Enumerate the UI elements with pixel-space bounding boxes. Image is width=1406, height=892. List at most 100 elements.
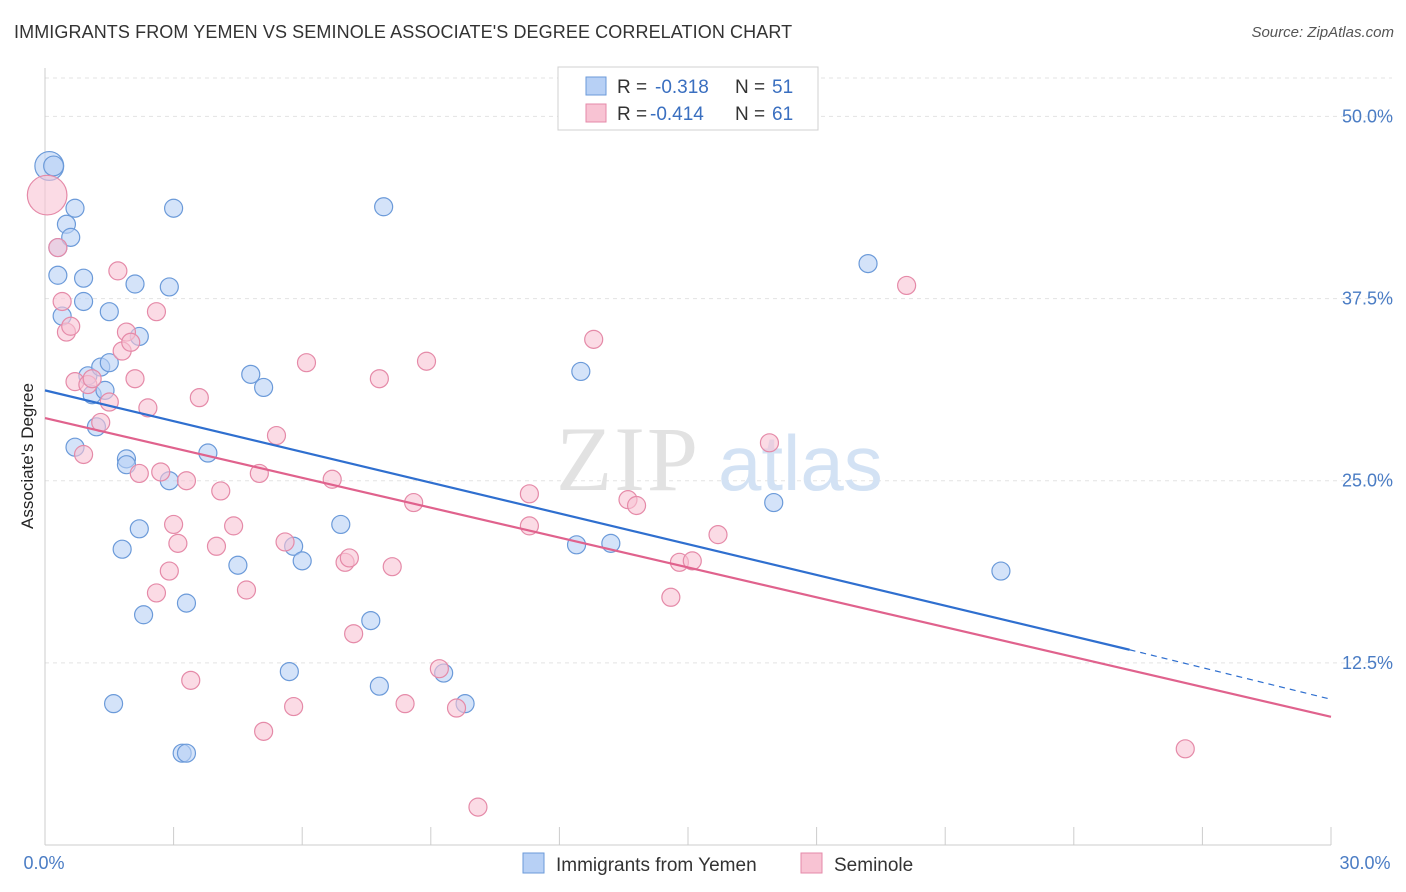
seminole-point-1 bbox=[48, 237, 68, 258]
seminole-point-22 bbox=[164, 514, 184, 535]
yemen-point-25 bbox=[133, 605, 154, 625]
seminole-point-27 bbox=[206, 536, 227, 556]
seminole-point-6 bbox=[73, 444, 94, 465]
chart-title: IMMIGRANTS FROM YEMEN VS SEMINOLE ASSOCI… bbox=[14, 22, 793, 42]
y-tick-label-50: 50.0% bbox=[1342, 106, 1393, 126]
seminole-point-25 bbox=[181, 670, 201, 690]
watermark-atlas: atlas bbox=[718, 419, 883, 507]
trend-line-yemen bbox=[44, 389, 1130, 651]
y-axis-label: Associate's Degree bbox=[18, 383, 37, 529]
yemen-point-36 bbox=[279, 661, 299, 682]
legend-r-value-1: -0.318 bbox=[655, 77, 709, 98]
bottom-legend-label-seminole: Seminole bbox=[834, 855, 913, 876]
seminole-point-46 bbox=[429, 659, 449, 679]
legend-r-label-2: R = bbox=[617, 104, 647, 125]
seminole-point-2 bbox=[52, 291, 72, 312]
seminole-point-29 bbox=[224, 516, 244, 536]
yemen-point-7 bbox=[65, 198, 85, 218]
yemen-point-30 bbox=[176, 593, 197, 613]
bottom-legend-label-yemen: Immigrants from Yemen bbox=[556, 855, 757, 876]
yemen-point-50 bbox=[991, 561, 1011, 581]
seminole-point-0 bbox=[26, 174, 68, 216]
series-seminole-points bbox=[26, 174, 1195, 817]
yemen-point-40 bbox=[361, 610, 381, 631]
seminole-point-28 bbox=[211, 481, 231, 501]
source-label: Source: ZipAtlas.com bbox=[1251, 24, 1394, 41]
seminole-point-16 bbox=[129, 463, 149, 484]
seminole-point-58 bbox=[759, 433, 780, 453]
yemen-point-6 bbox=[61, 227, 81, 247]
legend-n-value-2: 61 bbox=[772, 104, 793, 125]
seminole-point-51 bbox=[584, 329, 604, 349]
watermark: ZIP atlas bbox=[556, 408, 883, 510]
yemen-point-26 bbox=[159, 277, 179, 297]
seminole-point-26 bbox=[189, 388, 209, 408]
seminole-point-21 bbox=[159, 561, 179, 581]
seminole-point-19 bbox=[146, 583, 167, 603]
yemen-point-32 bbox=[198, 443, 218, 463]
seminole-point-53 bbox=[626, 495, 647, 516]
yemen-point-10 bbox=[73, 291, 94, 312]
legend-swatch-seminole bbox=[585, 103, 607, 123]
yemen-point-16 bbox=[99, 353, 119, 373]
seminole-point-8 bbox=[82, 369, 102, 389]
seminole-point-24 bbox=[176, 471, 197, 491]
seminole-point-18 bbox=[146, 302, 167, 322]
trend-line-yemen-extension bbox=[1129, 649, 1332, 700]
seminole-point-14 bbox=[121, 332, 141, 352]
seminole-point-60 bbox=[1175, 739, 1195, 759]
seminole-point-20 bbox=[151, 462, 171, 482]
y-tick-labels: 12.5% 25.0% 37.5% 50.0% bbox=[1342, 106, 1393, 672]
yemen-point-42 bbox=[374, 197, 394, 217]
seminole-point-39 bbox=[339, 548, 359, 568]
yemen-point-41 bbox=[369, 676, 389, 696]
yemen-point-33 bbox=[228, 555, 248, 575]
bottom-legend-swatch-seminole bbox=[800, 852, 823, 874]
y-tick-label-25: 25.0% bbox=[1342, 471, 1393, 491]
yemen-point-28 bbox=[164, 198, 184, 218]
yemen-point-35 bbox=[254, 377, 274, 398]
seminole-point-34 bbox=[275, 532, 295, 552]
yemen-point-48 bbox=[764, 492, 784, 513]
seminole-point-33 bbox=[266, 425, 287, 446]
yemen-point-45 bbox=[566, 535, 587, 555]
x-tick-label-min: 0.0% bbox=[23, 853, 64, 873]
y-tick-label-12.5: 12.5% bbox=[1342, 653, 1393, 673]
seminole-point-48 bbox=[468, 797, 488, 817]
seminole-point-15 bbox=[125, 369, 145, 389]
yemen-point-9 bbox=[73, 268, 94, 288]
yemen-point-22 bbox=[125, 274, 145, 294]
yemen-point-46 bbox=[571, 361, 591, 382]
yemen-point-18 bbox=[103, 694, 124, 714]
x-ticks bbox=[44, 827, 1332, 845]
yemen-point-49 bbox=[858, 254, 878, 274]
trend-lines bbox=[44, 389, 1332, 718]
yemen-point-34 bbox=[241, 364, 261, 384]
yemen-point-23 bbox=[129, 519, 149, 539]
x-tick-label-max: 30.0% bbox=[1339, 853, 1390, 873]
yemen-point-19 bbox=[112, 539, 132, 559]
seminole-point-35 bbox=[284, 696, 304, 717]
seminole-point-59 bbox=[897, 275, 917, 296]
seminole-point-17 bbox=[138, 398, 158, 418]
y-tick-label-37.5: 37.5% bbox=[1342, 289, 1393, 309]
seminole-point-45 bbox=[416, 351, 437, 371]
legend-n-value-1: 51 bbox=[772, 77, 793, 98]
seminole-point-40 bbox=[344, 624, 364, 644]
yemen-point-17 bbox=[99, 302, 119, 322]
yemen-point-31 bbox=[176, 743, 197, 763]
seminole-point-49 bbox=[519, 484, 539, 504]
seminole-point-54 bbox=[661, 587, 681, 607]
seminole-point-57 bbox=[708, 525, 728, 545]
seminole-point-23 bbox=[168, 533, 188, 553]
seminole-point-32 bbox=[254, 721, 274, 741]
seminole-point-43 bbox=[395, 694, 415, 714]
yemen-point-1 bbox=[43, 155, 65, 177]
yemen-point-39 bbox=[331, 514, 351, 535]
seminole-point-56 bbox=[682, 551, 702, 571]
seminole-point-4 bbox=[61, 316, 81, 336]
yemen-point-38 bbox=[292, 551, 312, 571]
trend-line-seminole bbox=[44, 416, 1332, 718]
legend-r-value-2: -0.414 bbox=[650, 104, 704, 125]
seminole-point-47 bbox=[446, 698, 467, 718]
